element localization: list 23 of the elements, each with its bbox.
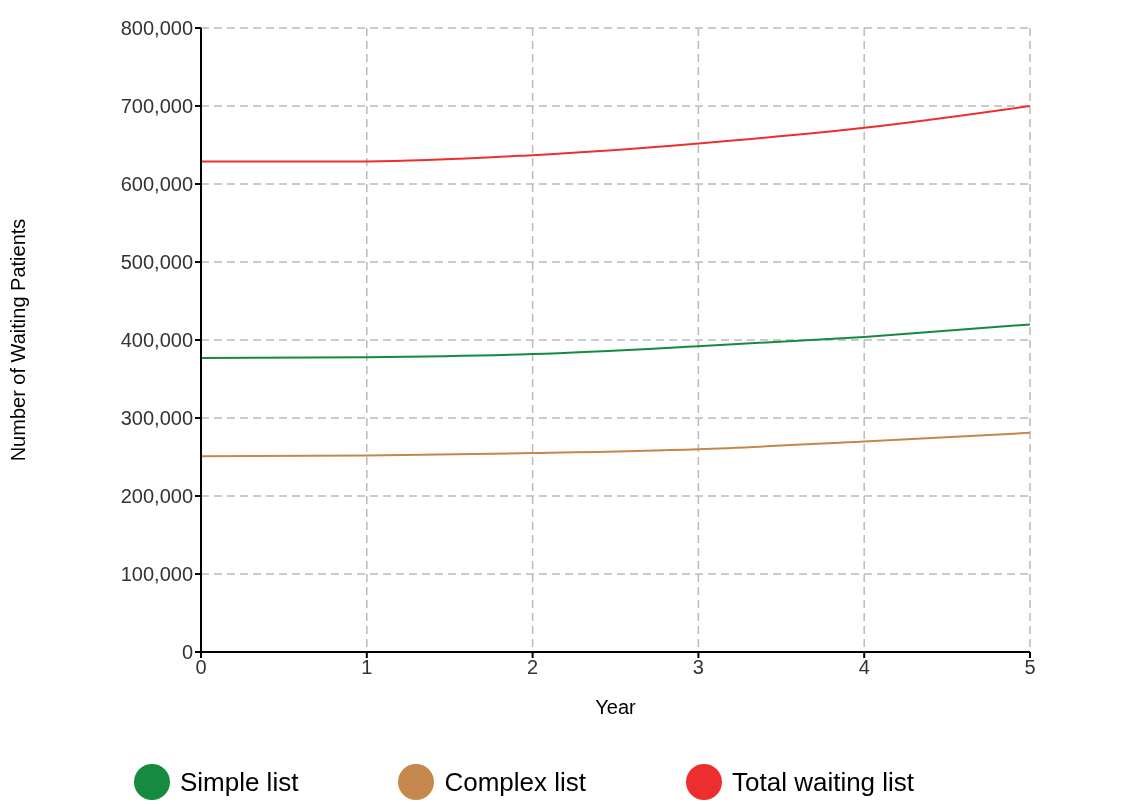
y-tick-label: 500,000	[120, 251, 193, 274]
y-tick-label: 700,000	[120, 95, 193, 118]
line-series	[201, 105, 1030, 163]
legend-label: Simple list	[179, 766, 299, 798]
legend-label: Total waiting list	[732, 766, 915, 798]
x-tick-label: 0	[195, 656, 207, 679]
x-tick-label: 1	[361, 656, 373, 679]
x-tick-label: 4	[858, 656, 870, 679]
y-tick-label: 200,000	[120, 485, 193, 508]
y-tick-label: 100,000	[120, 563, 193, 586]
y-tick-label: 300,000	[120, 407, 193, 430]
x-tick-label: 5	[1024, 656, 1036, 679]
x-tick-label: 3	[692, 656, 704, 679]
y-tick-label: 400,000	[120, 329, 193, 352]
line-series	[201, 431, 1030, 458]
y-axis-title: Number of Waiting Patients	[7, 218, 30, 462]
y-tick-label: 800,000	[120, 17, 193, 40]
x-axis-title: Year	[595, 696, 637, 718]
y-tick-label: 0	[181, 641, 193, 664]
legend-label: Complex list	[444, 766, 586, 798]
y-tick-label: 600,000	[120, 173, 193, 196]
x-tick-label: 2	[527, 656, 539, 679]
line-series	[201, 323, 1030, 359]
